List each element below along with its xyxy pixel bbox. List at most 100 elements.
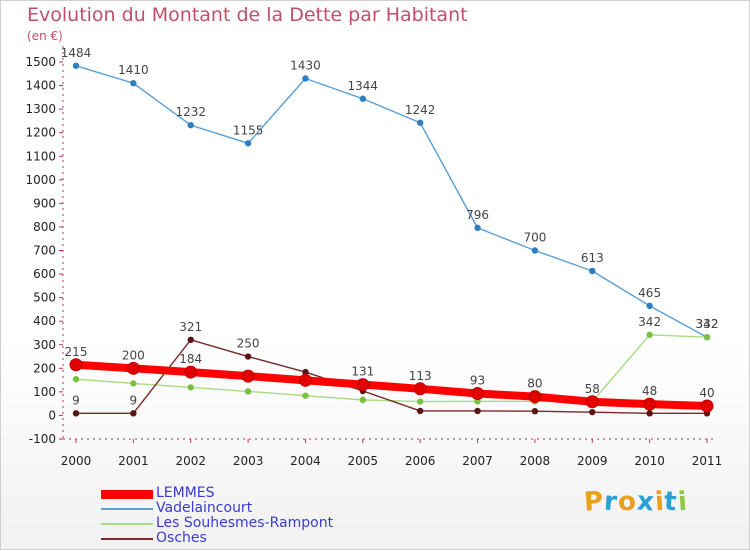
x-tick-label: 2001	[118, 454, 149, 468]
data-point-osches	[531, 407, 539, 415]
data-point-vadelaincourt	[589, 267, 596, 275]
data-point-les-souhesmes-rampont	[416, 398, 424, 405]
data-point-lemmes	[528, 390, 542, 404]
data-label-vadelaincourt: 700	[523, 231, 546, 245]
data-point-osches	[302, 368, 309, 376]
legend-swatch	[101, 523, 153, 525]
data-point-vadelaincourt	[72, 62, 80, 69]
data-point-lemmes	[298, 373, 312, 387]
data-point-osches	[187, 336, 194, 344]
data-label-lemmes: 48	[642, 384, 657, 398]
data-label-vadelaincourt: 613	[581, 251, 604, 265]
data-point-osches	[72, 410, 80, 417]
data-point-les-souhesmes-rampont	[187, 384, 194, 391]
data-point-vadelaincourt	[416, 119, 424, 126]
y-tick-label: 1400	[25, 79, 56, 93]
data-point-vadelaincourt	[302, 75, 309, 82]
data-point-les-souhesmes-rampont	[72, 375, 80, 383]
data-label-vadelaincourt: 465	[638, 286, 661, 300]
data-label-les-souhesmes-rampont: 342	[638, 315, 661, 329]
data-label-lemmes: 93	[470, 374, 485, 388]
data-label-vadelaincourt: 796	[466, 208, 489, 222]
y-tick-label: 700	[33, 244, 56, 258]
data-label-osches: 250	[237, 337, 260, 351]
data-point-les-souhesmes-rampont	[703, 334, 711, 341]
data-point-lemmes	[471, 387, 485, 401]
data-label-vadelaincourt: 1155	[233, 123, 264, 137]
y-tick-label: 400	[33, 314, 56, 328]
data-label-lemmes: 113	[409, 369, 432, 383]
data-label-lemmes: 58	[585, 382, 600, 396]
data-label-lemmes: 40	[699, 386, 714, 400]
data-point-osches	[130, 410, 137, 417]
series-line-lemmes	[72, 360, 711, 411]
data-point-osches	[244, 353, 252, 360]
x-tick-label: 2003	[233, 454, 264, 468]
legend-label: LEMMES	[156, 485, 215, 501]
data-point-osches	[589, 408, 596, 416]
data-point-lemmes	[643, 397, 657, 411]
data-point-lemmes	[126, 361, 140, 375]
data-point-lemmes	[184, 365, 198, 379]
data-point-les-souhesmes-rampont	[130, 380, 137, 387]
data-point-vadelaincourt	[474, 224, 481, 232]
data-label-vadelaincourt: 332	[696, 317, 719, 331]
data-point-vadelaincourt	[130, 80, 137, 87]
y-tick-label: 500	[33, 291, 56, 305]
y-tick-label: 1300	[25, 102, 56, 116]
data-label-vadelaincourt: 1430	[290, 58, 321, 72]
legend-swatch	[101, 538, 153, 540]
data-label-lemmes: 80	[527, 377, 542, 391]
series-line-vadelaincourt	[75, 65, 708, 338]
y-tick-label: 600	[33, 267, 56, 281]
data-point-lemmes	[585, 395, 599, 409]
y-tick-label: 1500	[25, 55, 56, 69]
data-label-vadelaincourt: 1344	[348, 79, 379, 93]
legend-swatch	[101, 508, 153, 510]
data-label-osches: 9	[130, 393, 138, 407]
x-tick-label: 2007	[462, 454, 493, 468]
data-point-vadelaincourt	[244, 140, 252, 147]
data-point-osches	[416, 407, 424, 415]
proxiti-logo: Proxiti	[582, 486, 689, 518]
data-point-les-souhesmes-rampont	[244, 388, 252, 395]
data-point-lemmes	[69, 358, 83, 372]
data-label-lemmes: 184	[179, 352, 202, 366]
legend-label: Osches	[156, 530, 207, 546]
data-point-les-souhesmes-rampont	[646, 331, 653, 339]
x-tick-label: 2009	[577, 454, 608, 468]
legend-label: Vadelaincourt	[156, 500, 253, 516]
data-point-les-souhesmes-rampont	[359, 396, 367, 404]
y-tick-label: 100	[33, 385, 56, 399]
data-label-vadelaincourt: 1484	[61, 46, 92, 60]
data-point-vadelaincourt	[646, 302, 653, 310]
data-point-lemmes	[241, 369, 255, 383]
x-tick-label: 2006	[405, 454, 436, 468]
chart-title: Evolution du Montant de la Dette par Hab…	[27, 4, 468, 26]
data-label-les-souhesmes-rampont: 342	[696, 317, 719, 331]
y-tick-label: 0	[48, 408, 56, 422]
x-tick-label: 2002	[175, 454, 206, 468]
y-tick-label: 1200	[25, 126, 56, 140]
y-tick-label: 1100	[25, 149, 56, 163]
x-tick-label: 2011	[692, 454, 723, 468]
data-point-vadelaincourt	[531, 247, 539, 254]
y-tick-label: 200	[33, 361, 56, 375]
data-label-osches: 9	[72, 393, 80, 407]
x-tick-label: 2000	[61, 454, 92, 468]
data-label-lemmes: 131	[351, 365, 374, 379]
data-point-lemmes	[356, 378, 370, 392]
data-label-lemmes: 215	[65, 345, 88, 359]
y-tick-label: 300	[33, 338, 56, 352]
data-point-osches	[646, 410, 653, 417]
data-point-osches	[474, 407, 481, 415]
data-label-lemmes: 200	[122, 348, 145, 362]
y-tick-label: -100	[29, 432, 56, 446]
series-line-osches	[75, 339, 708, 415]
legend-label: Les Souhesmes-Rampont	[156, 515, 334, 531]
chart-unit: (en €)	[27, 29, 63, 43]
x-tick-label: 2010	[634, 454, 665, 468]
data-point-vadelaincourt	[359, 95, 367, 102]
data-label-vadelaincourt: 1232	[175, 105, 206, 119]
